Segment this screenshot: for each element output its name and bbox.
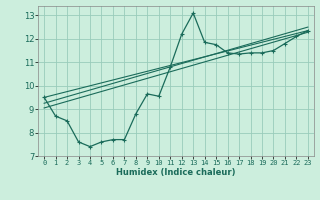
X-axis label: Humidex (Indice chaleur): Humidex (Indice chaleur) xyxy=(116,168,236,177)
